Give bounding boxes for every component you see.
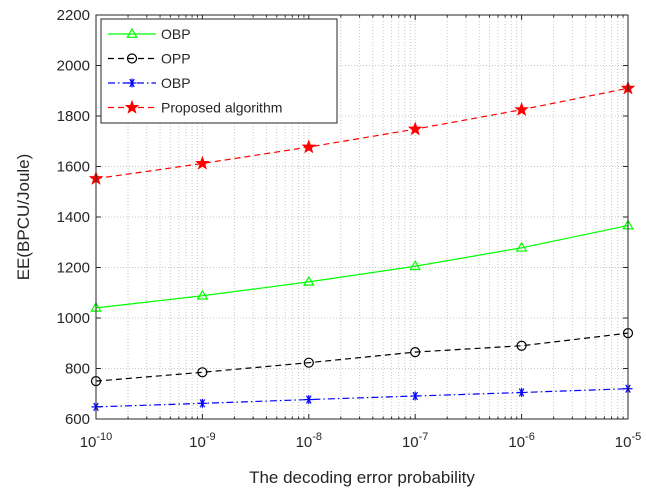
series-group (88, 80, 636, 412)
ticks: 600 800 1000 1200 1400 1600 1800 2000 2200 10-10 1… (57, 7, 642, 451)
circle-marker (126, 53, 138, 64)
star-marker (407, 121, 423, 136)
legend-label: OBP (161, 75, 191, 91)
x-tick-label: 10-8 (296, 431, 322, 451)
circle-marker (197, 367, 208, 378)
star-marker (124, 99, 140, 114)
x-axis-title: The decoding error probability (249, 468, 475, 487)
triangle-marker (409, 260, 421, 271)
asterisk-marker (304, 395, 314, 405)
y-tick-label: 1200 (57, 260, 90, 277)
series-line (95, 225, 629, 309)
x-tick-label: 10-9 (189, 431, 215, 451)
legend-label: OBP (161, 26, 191, 42)
legend-label: Proposed algorithm (161, 100, 282, 116)
y-tick-label: 800 (65, 361, 90, 378)
triangle-marker (303, 275, 315, 286)
legend-label: OPP (161, 51, 191, 67)
asterisk-marker (410, 391, 420, 401)
legend-entry: OBP (108, 26, 191, 42)
y-tick-label: 1600 (57, 159, 90, 176)
triangle-marker (515, 241, 528, 252)
x-tick-label: 10-7 (402, 431, 428, 451)
circle-marker (410, 346, 421, 358)
circle-marker (516, 340, 527, 351)
triangle-marker (126, 27, 138, 38)
legend: OBP OPP OBP Proposed algorithm (100, 18, 338, 124)
x-tick-label: 10-5 (615, 431, 641, 451)
y-tick-label: 1800 (57, 108, 90, 125)
legend-entry: OPP (108, 51, 191, 67)
series-line (95, 388, 629, 408)
legend-entry: OBP (108, 75, 191, 91)
grid (95, 14, 628, 420)
legend-box (100, 18, 338, 124)
asterisk-marker (127, 78, 137, 88)
y-tick-label: 2200 (57, 7, 90, 24)
star-marker (514, 102, 529, 116)
asterisk-marker (517, 387, 527, 397)
y-tick-label: 600 (65, 411, 90, 428)
y-tick-label: 1400 (57, 209, 90, 226)
series-line (95, 332, 629, 382)
y-tick-label: 1000 (57, 310, 90, 327)
star-marker (195, 155, 210, 170)
x-tick-label: 10-10 (80, 431, 113, 451)
circle-marker (303, 357, 314, 368)
x-tick-label: 10-6 (508, 431, 534, 451)
y-axis-title: EE(BPCU/Joule) (14, 154, 33, 281)
triangle-marker (196, 289, 209, 300)
asterisk-marker (197, 398, 207, 408)
y-tick-label: 2000 (57, 58, 90, 75)
star-marker (301, 139, 317, 154)
legend-entry: Proposed algorithm (108, 100, 282, 116)
